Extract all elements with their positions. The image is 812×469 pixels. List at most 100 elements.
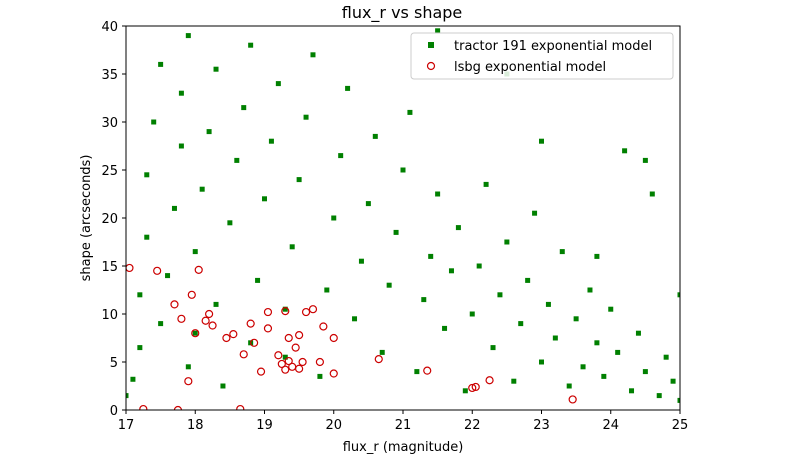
lsbg-point: [308, 305, 318, 314]
legend-marker-lsbg: [426, 61, 436, 71]
y-tick-label: 25: [101, 164, 118, 179]
y-tick-label: 20: [101, 212, 118, 227]
tractor-191-point: [442, 325, 448, 331]
tractor-191-point: [372, 133, 378, 139]
tractor-191-point: [137, 345, 143, 351]
tractor-191-point: [345, 85, 351, 91]
y-tick-label: 0: [110, 404, 118, 419]
tractor-191-point: [608, 306, 614, 312]
tractor-191-point: [310, 52, 316, 58]
tractor-191-point: [192, 249, 198, 255]
lsbg-point: [485, 376, 494, 385]
lsbg-point: [229, 330, 238, 339]
tractor-191-point: [656, 393, 662, 399]
tractor-191-point: [497, 292, 503, 298]
tractor-191-point: [622, 148, 628, 154]
tractor-191-point: [629, 388, 635, 394]
x-tick-label: 25: [672, 418, 689, 433]
tractor-191-point: [400, 167, 406, 173]
series-tractor-191-points: [126, 28, 680, 403]
tractor-191-point: [511, 378, 517, 384]
lsbg-point: [170, 300, 179, 309]
y-tick-label: 5: [110, 356, 118, 371]
tractor-191-point: [171, 205, 177, 211]
tractor-191-point: [545, 301, 551, 307]
tractor-191-point: [435, 191, 441, 197]
tractor-191-point: [365, 201, 371, 207]
tractor-191-point: [352, 316, 358, 322]
lsbg-point: [284, 333, 293, 343]
y-tick-label: 15: [101, 260, 118, 275]
lsbg-point: [281, 307, 290, 316]
tractor-191-point: [185, 364, 191, 370]
tractor-191-point: [469, 311, 475, 317]
lsbg-point: [329, 333, 338, 343]
tractor-191-point: [130, 376, 136, 382]
x-tick-label: 19: [256, 418, 273, 433]
tractor-191-point: [126, 393, 129, 399]
tractor-191-point: [262, 196, 267, 202]
y-tick-label: 35: [101, 68, 118, 83]
x-tick-label: 20: [325, 418, 342, 433]
legend-label-lsbg: lsbg exponential model: [454, 60, 606, 75]
x-tick-label: 22: [464, 418, 481, 433]
lsbg-point: [277, 359, 286, 369]
tractor-191-point: [192, 330, 198, 336]
lsbg-point: [194, 265, 203, 274]
tractor-191-point: [407, 109, 413, 115]
tractor-191-point: [227, 220, 233, 226]
tractor-191-point: [539, 138, 544, 144]
tractor-191-point: [199, 186, 205, 192]
lsbg-point: [191, 329, 200, 338]
tractor-191-point: [289, 244, 295, 250]
x-tick-label: 18: [187, 418, 204, 433]
tractor-191-point: [386, 282, 392, 288]
lsbg-point: [208, 321, 217, 330]
x-axis-title: flux_r (magnitude): [343, 440, 464, 455]
tractor-191-point: [448, 268, 454, 274]
tractor-191-point: [476, 263, 482, 269]
tractor-191-point: [137, 292, 143, 298]
tractor-191-point: [490, 345, 496, 351]
lsbg-point: [315, 357, 324, 367]
lsbg-point: [222, 333, 231, 343]
lsbg-point: [205, 309, 214, 319]
tractor-191-point: [670, 378, 676, 384]
lsbg-point: [173, 405, 183, 410]
tractor-191-point: [649, 191, 655, 197]
tractor-191-point: [677, 292, 680, 298]
tractor-191-point: [552, 335, 558, 341]
lsbg-point: [177, 314, 186, 323]
tractor-191-point: [594, 340, 600, 346]
tractor-191-point: [144, 172, 150, 178]
tractor-191-point: [573, 316, 579, 322]
lsbg-point: [329, 369, 338, 378]
tractor-191-point: [587, 287, 593, 293]
tractor-191-point: [677, 397, 680, 403]
tractor-191-point: [268, 138, 274, 144]
tractor-191-point: [559, 249, 565, 255]
x-tick-label: 23: [533, 418, 550, 433]
tractor-191-point: [642, 369, 648, 375]
tractor-191-point: [414, 369, 420, 375]
lsbg-point: [295, 331, 304, 340]
tractor-191-point: [635, 330, 641, 336]
tractor-191-point: [303, 114, 309, 120]
legend-box: [410, 32, 674, 80]
legend-label-tractor-191: tractor 191 exponential model: [454, 39, 652, 54]
tractor-191-point: [282, 306, 288, 312]
tractor-191-point: [518, 321, 524, 327]
tractor-191-point: [213, 301, 219, 307]
tractor-191-point: [185, 33, 191, 39]
tractor-191-point: [213, 66, 219, 72]
lsbg-point: [281, 365, 290, 374]
tractor-191-point: [331, 215, 337, 221]
lsbg-point: [471, 382, 480, 392]
lsbg-point: [319, 322, 328, 331]
tractor-191-point: [234, 157, 240, 163]
tractor-191-point: [178, 90, 184, 96]
lsbg-point: [423, 366, 432, 375]
lsbg-point: [568, 395, 577, 404]
lsbg-point: [291, 343, 300, 352]
x-axis: 17 18 19 20 21 22 23 24 25: [118, 410, 689, 433]
